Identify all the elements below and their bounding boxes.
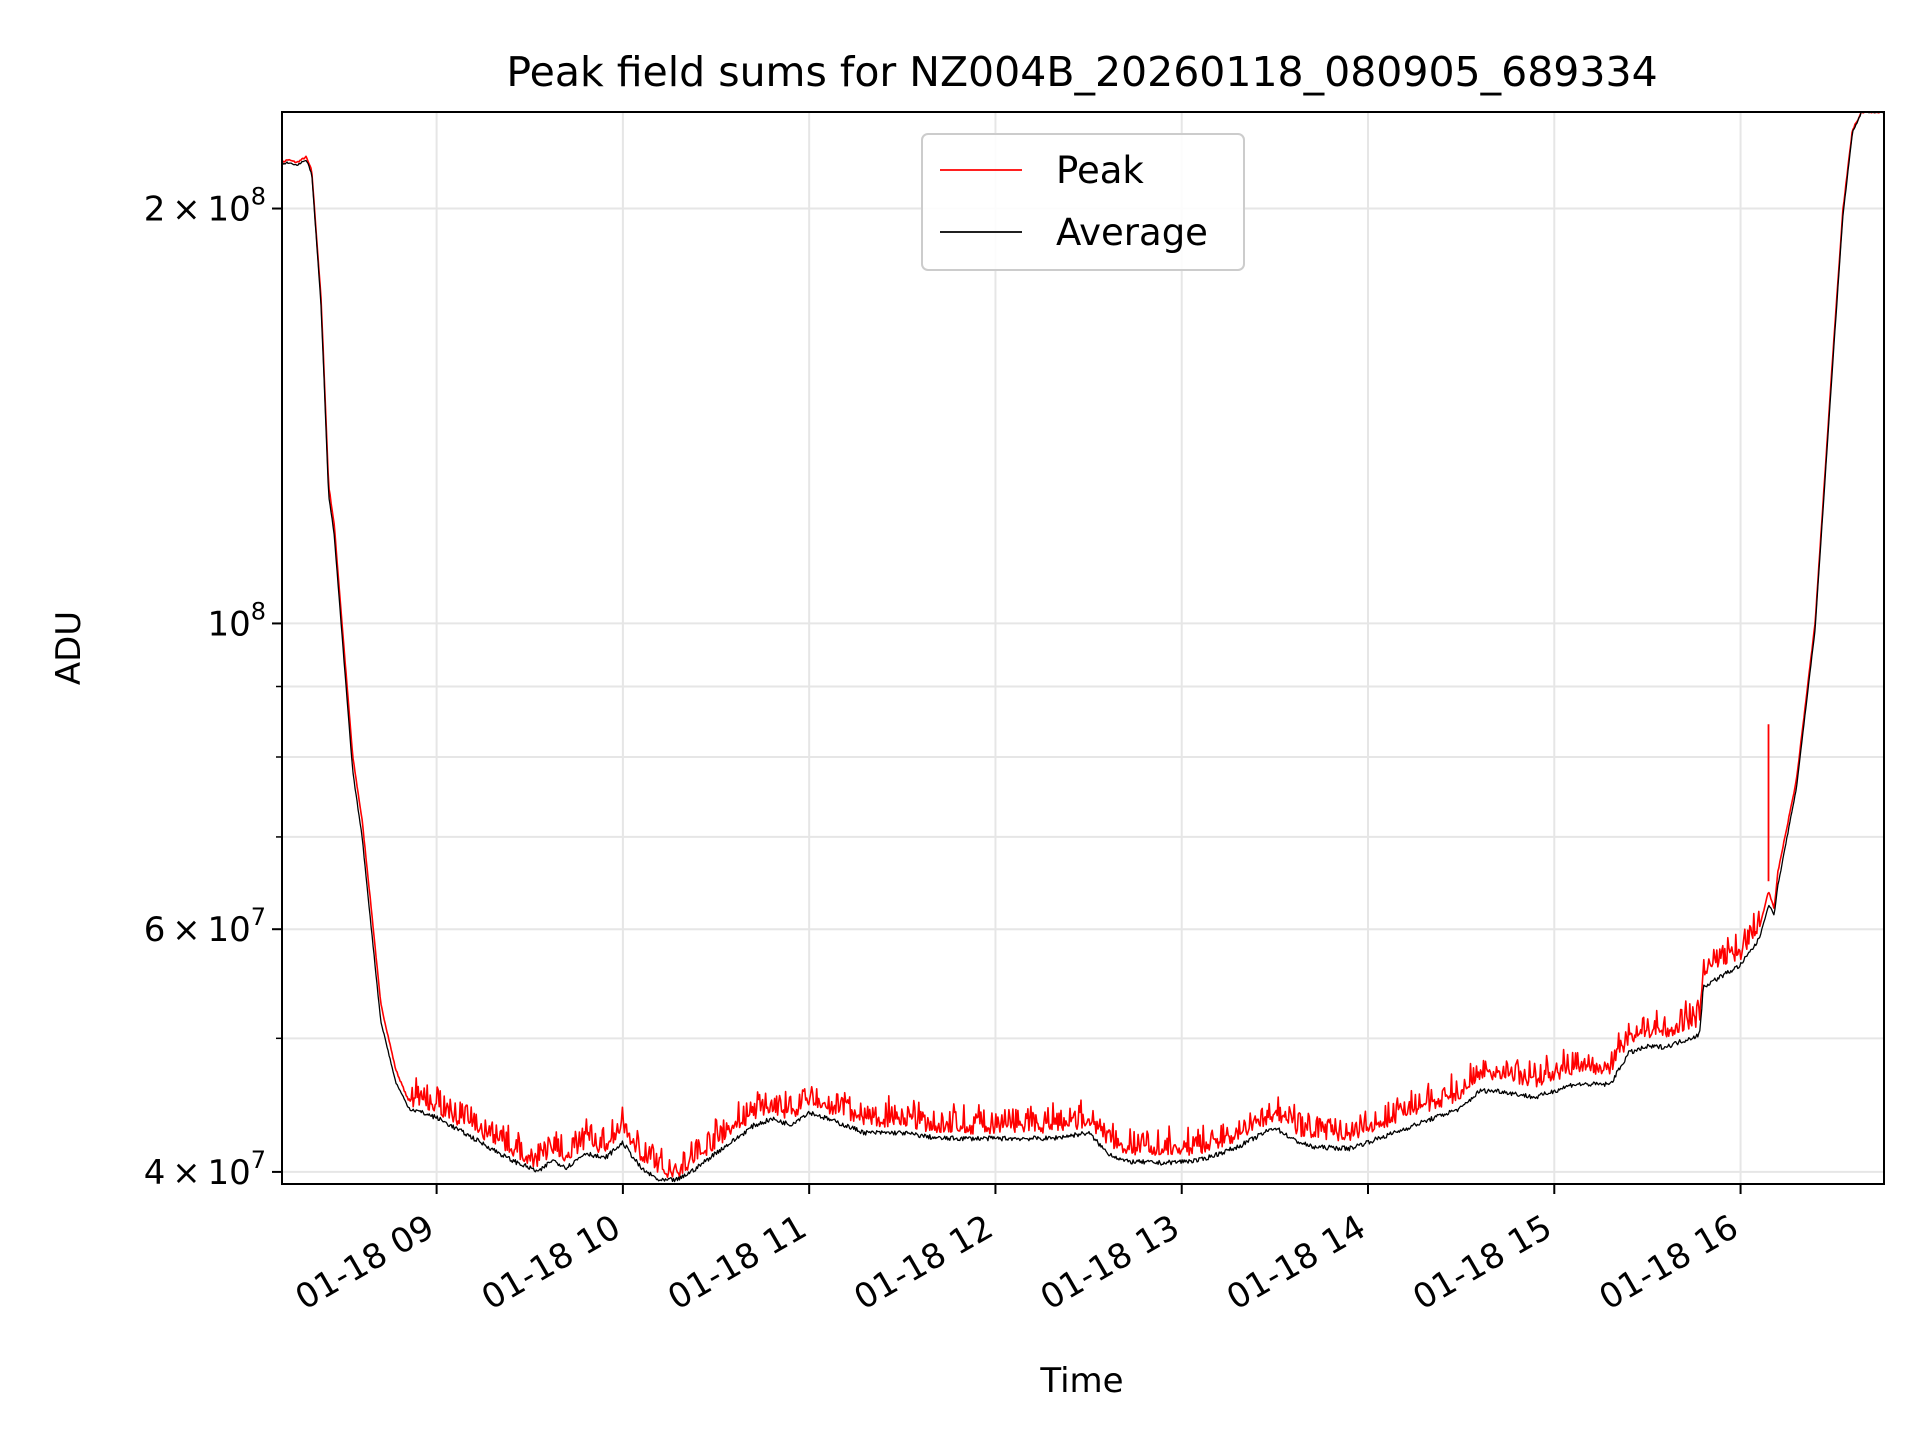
plot-area — [282, 112, 1884, 1183]
grid — [282, 112, 1884, 1184]
y-tick-label: 4 × 107 — [144, 1146, 266, 1193]
y-tick-label: 2 × 108 — [144, 183, 266, 230]
y-axis-label: ADU — [49, 611, 89, 685]
y-axis: 4 × 107 6 × 107 108 2 × 108 — [144, 183, 282, 1193]
plot-frame — [281, 111, 1885, 1185]
x-axis-label: Time — [1039, 1361, 1123, 1401]
legend: Peak Average — [921, 133, 1245, 271]
legend-label-average: Average — [1056, 211, 1208, 254]
series-layer — [282, 112, 1884, 1183]
series-line-peak — [282, 112, 1884, 1178]
series-line-average — [282, 112, 1884, 1183]
legend-box — [921, 133, 1245, 271]
y-tick-label: 108 — [207, 597, 266, 644]
chart-title: Peak field sums for NZ004B_20260118_0809… — [506, 48, 1657, 96]
y-tick-label: 6 × 107 — [144, 903, 266, 950]
legend-label-peak: Peak — [1056, 149, 1144, 192]
